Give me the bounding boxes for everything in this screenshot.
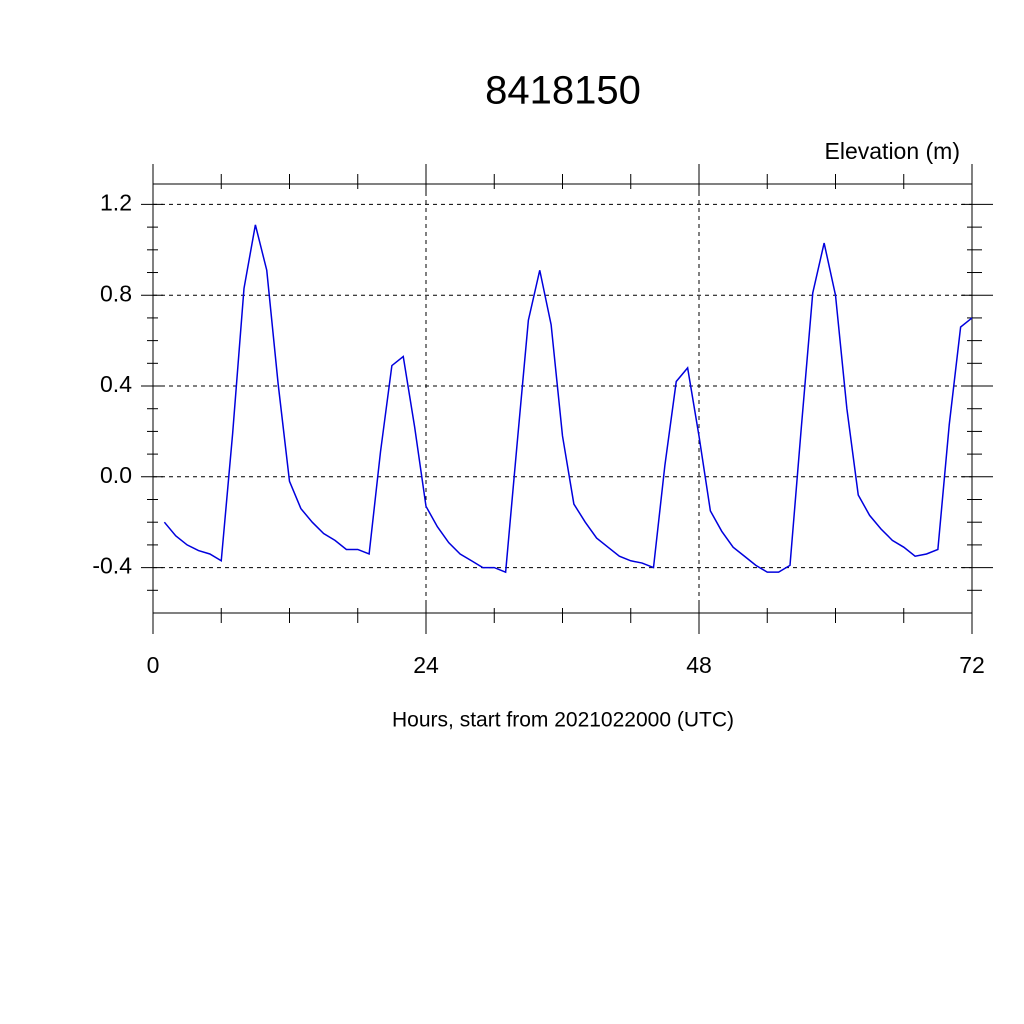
x-tick-label: 72 <box>959 652 985 678</box>
y-axis-title: Elevation (m) <box>825 138 960 164</box>
x-tick-label: 0 <box>147 652 160 678</box>
plot-frame <box>152 183 973 614</box>
x-tick-label: 24 <box>413 652 439 678</box>
x-axis-title: Hours, start from 2021022000 (UTC) <box>392 709 734 732</box>
y-tick-label: -0.4 <box>92 553 132 579</box>
y-tick-label: 0.8 <box>100 280 132 306</box>
series-line <box>163 224 973 574</box>
x-tick-label: 48 <box>686 652 712 678</box>
y-tick-label: 0.4 <box>100 371 132 397</box>
y-tick-label: 1.2 <box>100 190 132 216</box>
chart-title: 8418150 <box>485 69 641 113</box>
y-tick-label: 0.0 <box>100 462 132 488</box>
